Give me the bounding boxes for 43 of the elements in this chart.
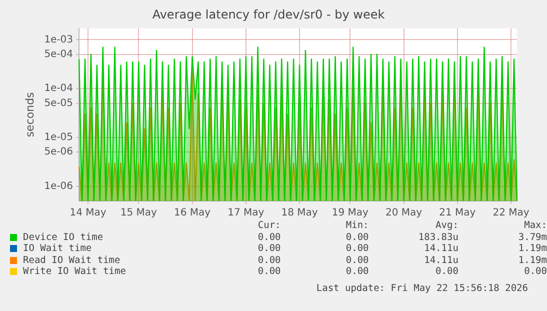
y-tick-label: 1e-04 [44,83,74,94]
text: 0.00 [523,266,547,278]
text: 1.19m [517,243,547,254]
text: Max: [523,220,547,232]
y-tick-label: 5e-06 [44,146,74,158]
x-tick-label: 16 May [174,208,211,219]
text: Avg: [434,220,458,232]
legend-label: Write IO Wait time [23,266,126,277]
y-tick-label: 1e-03 [44,34,74,46]
text: 0.00 [344,243,369,254]
x-tick-label: 14 May [70,208,106,219]
y-tick-label: 5e-04 [44,48,74,60]
y-tick-label: 1e-05 [44,132,74,144]
text: Min: [344,220,369,232]
text: 183.83u [417,232,458,243]
text: 0.00 [434,266,458,278]
legend-label: Read IO Wait time [23,254,120,266]
text: 14.11u [423,243,458,254]
y-tick-label: 5e-05 [44,98,74,109]
text: Last update: Fri May 22 15:56:18 2026 [316,283,528,294]
x-tick-label: 17 May [228,208,264,219]
chart-title: Average latency for /dev/sr0 - by week [152,7,385,22]
text: 0.00 [344,254,369,266]
x-tick-label: 22 May [492,208,530,219]
x-tick-label: 21 May [439,208,476,219]
text: 1.19m [517,254,547,266]
x-tick-label: 15 May [120,208,158,219]
text: 0.00 [256,266,281,278]
legend-label: IO Wait time [23,243,92,254]
text: 0.00 [256,243,281,254]
text: 3.79m [517,232,547,243]
x-tick-label: 18 May [281,208,318,219]
x-tick-label: 20 May [386,208,422,219]
text: 0.00 [256,254,281,266]
x-tick-label: 19 May [332,208,369,219]
text: 0.00 [344,232,369,243]
legend-label: Device IO time [23,232,104,242]
text: 0.00 [344,266,369,278]
text: 14.11u [423,254,458,266]
text: Cur: [256,220,281,232]
text: 0.00 [256,232,281,243]
y-tick-label: 1e-06 [44,180,74,192]
y-axis-title: seconds [23,92,36,138]
